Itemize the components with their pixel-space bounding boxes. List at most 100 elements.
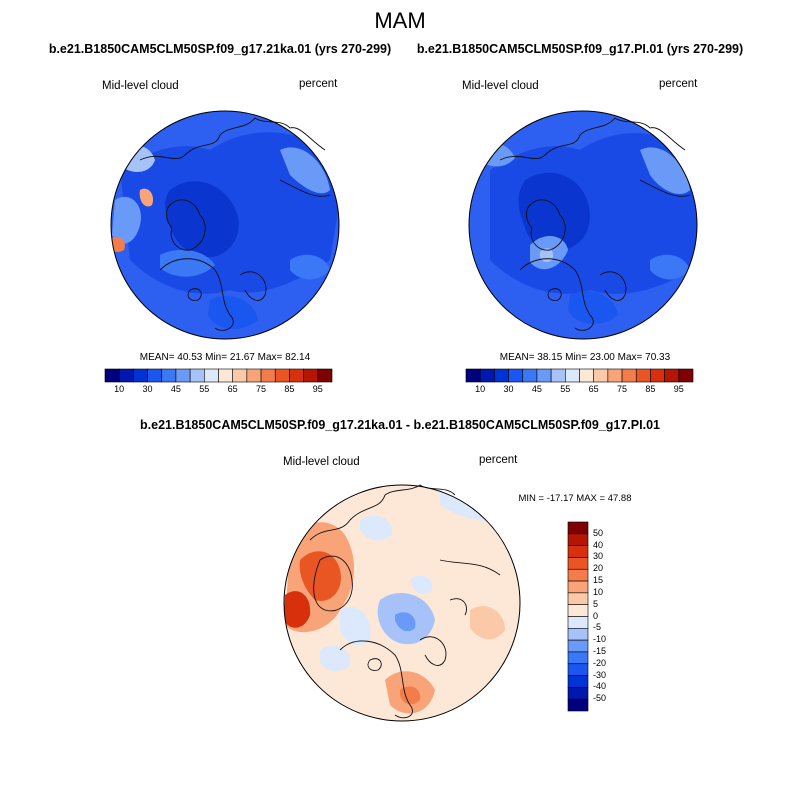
- right-coastlines: [499, 117, 691, 331]
- left-colorbar-box: [317, 368, 333, 383]
- diff-colorbar-tick-label: 10: [593, 586, 604, 597]
- right-colorbar-tick-label: 65: [588, 384, 599, 394]
- diff-colorbar-tick-label: -10: [593, 634, 607, 645]
- diff-colorbar-tick-label: 20: [593, 563, 604, 574]
- right-colorbar-box: [664, 368, 680, 383]
- right-colorbar-box: [536, 368, 552, 383]
- diff-colorbar-box: [567, 545, 589, 558]
- left-colorbar-box: [218, 368, 233, 383]
- right-map-border: [468, 110, 698, 340]
- right-colorbar-tick-label: 95: [673, 384, 684, 394]
- left-colorbar-tick-label: 30: [142, 384, 153, 394]
- diff-colorbar-box: [567, 675, 589, 688]
- left-colorbar-tick-label: 75: [256, 384, 267, 394]
- right-colorbar-box: [508, 368, 524, 383]
- left-colorbar-tick-label: 55: [199, 384, 210, 394]
- left-colorbar-box: [104, 368, 120, 383]
- left-panel-stats: MEAN= 40.53 Min= 21.67 Max= 82.14: [139, 352, 311, 363]
- left-colorbar-box: [161, 368, 177, 383]
- right-colorbar-box: [565, 368, 580, 383]
- left-colorbar-tick-label: 65: [227, 384, 238, 394]
- right-colorbar-box: [522, 368, 538, 383]
- right-panel-case-title: b.e21.B1850CAM5CLM50SP.f09_g17.PI.01 (yr…: [416, 42, 744, 56]
- left-colorbar-box: [289, 368, 304, 383]
- left-colorbar-box: [232, 368, 248, 383]
- diff-polar-map: [284, 485, 520, 721]
- diff-colorbar-box: [567, 557, 589, 570]
- diff-colorbar-tick-label: 50: [593, 527, 604, 538]
- diff-colorbar-tick-label: 30: [593, 551, 604, 562]
- diff-colorbar-box: [567, 604, 589, 617]
- diff-colorbar-tick-label: 5: [593, 598, 599, 609]
- right-colorbar-box: [465, 368, 481, 383]
- left-colorbar-tick-label: 95: [312, 384, 323, 394]
- left-map-border: [110, 110, 340, 340]
- diff-colorbar-box: [567, 580, 589, 594]
- right-colorbar-tick-label: 85: [645, 384, 656, 394]
- diff-colorbar-tick-label: -20: [593, 657, 607, 668]
- left-colorbar-box: [260, 368, 276, 383]
- diff-colorbar-box: [567, 628, 589, 641]
- diff-colorbar-box: [567, 687, 589, 700]
- right-polar-map: [469, 111, 697, 339]
- left-polar-map: [111, 111, 339, 339]
- diff-colorbar-box: [567, 568, 589, 582]
- diff-colorbar-tick-label: 15: [593, 575, 604, 586]
- right-panel-variable-label: Mid-level cloud: [462, 80, 539, 92]
- diff-map-border: [283, 484, 521, 722]
- left-panel-case-title: b.e21.B1850CAM5CLM50SP.f09_g17.21ka.01 (…: [48, 42, 392, 56]
- diff-colorbar-tick-label: -50: [593, 693, 607, 704]
- left-colorbar-tick-label: 45: [170, 384, 181, 394]
- right-colorbar-box: [593, 368, 609, 383]
- left-colorbar-box: [147, 368, 163, 383]
- left-colorbar-box: [246, 368, 262, 383]
- right-colorbar-box: [494, 368, 509, 383]
- right-colorbar-box: [678, 368, 694, 383]
- left-coastlines: [139, 117, 331, 331]
- left-colorbar-tick-label: 10: [114, 384, 125, 394]
- right-colorbar-tick-label: 10: [475, 384, 486, 394]
- left-colorbar-box: [175, 368, 191, 383]
- diff-colorbar-tick-label: -5: [593, 622, 602, 633]
- diff-colorbar-box: [567, 521, 589, 535]
- right-colorbar-box: [579, 368, 594, 383]
- diff-colorbar-box: [567, 663, 589, 676]
- diff-colorbar-tick-label: 0: [593, 610, 599, 621]
- right-panel-units-label: percent: [659, 78, 698, 90]
- diff-colorbar-tick-label: -30: [593, 669, 607, 680]
- diff-panel-case-title: b.e21.B1850CAM5CLM50SP.f09_g17.21ka.01 -…: [140, 418, 660, 432]
- left-colorbar-box: [118, 368, 134, 383]
- right-colorbar-tick-label: 30: [503, 384, 514, 394]
- left-panel-units-label: percent: [299, 78, 338, 90]
- left-colorbar: [104, 368, 333, 383]
- diff-panel-variable-label: Mid-level cloud: [283, 456, 360, 468]
- left-colorbar-box: [189, 368, 205, 383]
- figure-title: MAM: [374, 8, 426, 33]
- left-panel-variable-label: Mid-level cloud: [102, 80, 179, 92]
- diff-colorbar-tick-label: -15: [593, 645, 607, 656]
- right-colorbar-tick-label: 55: [560, 384, 571, 394]
- left-colorbar-box: [204, 368, 219, 383]
- left-colorbar-box: [133, 368, 148, 383]
- right-colorbar-box: [550, 368, 566, 383]
- left-colorbar-box: [274, 368, 290, 383]
- diff-colorbar: [567, 521, 589, 712]
- diff-colorbar-box: [567, 533, 589, 546]
- right-colorbar-box: [650, 368, 665, 383]
- left-colorbar-box: [303, 368, 319, 383]
- diff-colorbar-box: [567, 698, 589, 712]
- right-colorbar: [465, 368, 694, 383]
- right-colorbar-box: [621, 368, 637, 383]
- right-colorbar-tick-label: 45: [531, 384, 542, 394]
- diff-colorbar-tick-label: 40: [593, 539, 604, 550]
- diff-colorbar-box: [567, 592, 589, 605]
- right-colorbar-box: [479, 368, 495, 383]
- diff-panel-minmax: MIN = -17.17 MAX = 47.88: [518, 493, 632, 504]
- diff-colorbar-box: [567, 616, 589, 629]
- diff-panel-units-label: percent: [479, 454, 518, 466]
- right-panel-stats: MEAN= 38.15 Min= 23.00 Max= 70.33: [499, 352, 671, 363]
- right-colorbar-box: [635, 368, 651, 383]
- diff-colorbar-tick-label: -40: [593, 681, 607, 692]
- left-colorbar-tick-label: 85: [284, 384, 295, 394]
